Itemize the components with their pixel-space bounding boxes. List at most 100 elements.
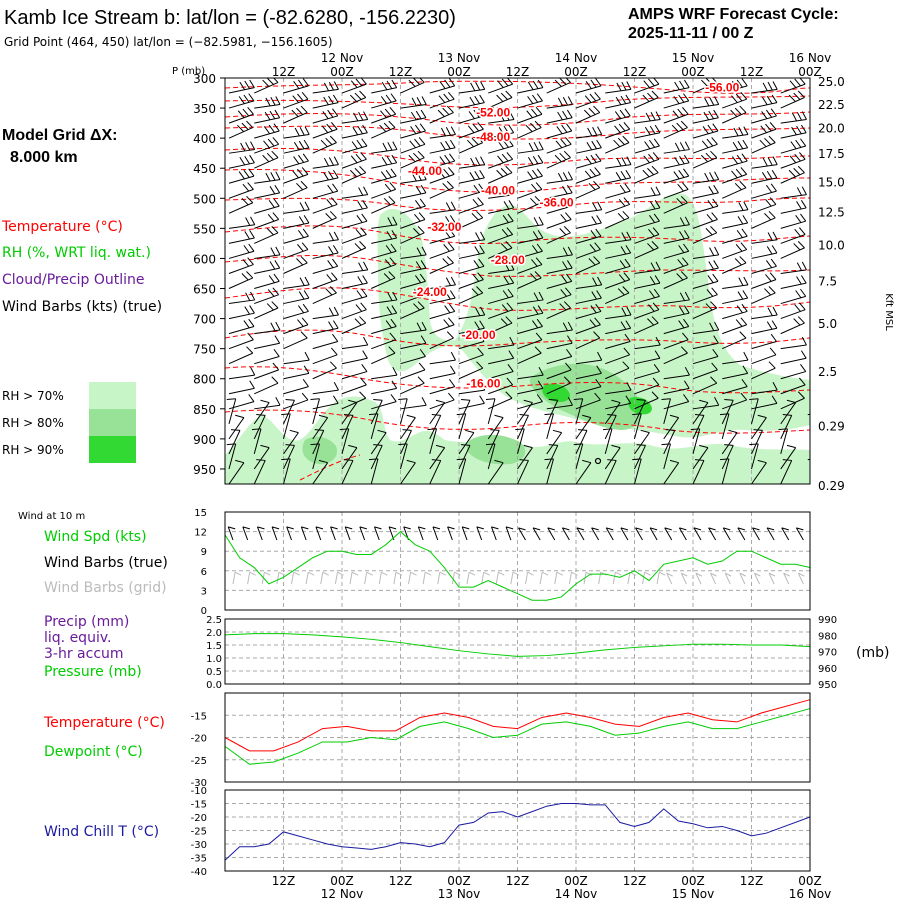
wind-barb — [488, 336, 515, 350]
wind-barb-true — [635, 527, 643, 541]
wind-barb — [371, 394, 397, 410]
wind-barb — [400, 414, 416, 440]
pressure-tick-label: 800 — [193, 373, 216, 387]
temperature-contour-label: -28.00 — [491, 253, 525, 267]
wind-barb — [458, 231, 486, 244]
pressure-tick-label: 700 — [193, 313, 216, 327]
wind-barb — [751, 197, 777, 214]
wind-barb — [283, 392, 309, 410]
wind-barb — [488, 227, 514, 244]
wind-barb — [400, 171, 427, 184]
wind-barb — [228, 79, 255, 94]
wind-barb — [692, 150, 718, 169]
wind-barb — [341, 213, 368, 229]
wind-barb — [605, 135, 630, 154]
wind-barb — [341, 444, 358, 470]
wind-barb — [254, 184, 281, 199]
top-date-label: 12 Nov — [321, 51, 364, 65]
wind-barb — [228, 216, 256, 229]
wind-barb — [283, 78, 309, 94]
wind-barb — [281, 413, 291, 440]
wind-barb — [400, 246, 427, 259]
rh70-region — [225, 396, 810, 484]
wind-barb — [605, 245, 632, 259]
height-tick-label: 15.0 — [818, 175, 845, 189]
wind-barb — [604, 399, 621, 425]
wind-barb — [663, 141, 690, 154]
wind-barb — [371, 168, 397, 184]
wind-barb-grid — [568, 571, 578, 585]
wind-barb — [228, 394, 255, 410]
wind-barb — [458, 444, 471, 470]
wind-barb — [780, 213, 807, 229]
wind-barb — [692, 171, 720, 184]
wind-barb — [427, 428, 437, 455]
wind-barb — [371, 154, 398, 169]
wind-barb — [400, 459, 416, 484]
wind-ytick-label: 12 — [194, 528, 207, 539]
wind-chill-panel-frame — [224, 789, 811, 872]
wind-barb — [253, 444, 270, 470]
wind-ytick-label: 9 — [201, 547, 207, 558]
wind-barb — [634, 90, 659, 109]
wind-barb — [515, 428, 525, 455]
wind-barb — [751, 156, 778, 169]
wind-barb — [722, 276, 749, 290]
wind-barb — [458, 169, 485, 184]
wind-barb — [371, 120, 396, 139]
wind-barbs-grid-label: Wind Barbs (grid) — [44, 580, 167, 596]
wind-barb — [254, 123, 280, 139]
wind-barb — [722, 78, 748, 94]
wind-barb — [605, 122, 631, 139]
bottom-date-label: 14 Nov — [555, 887, 598, 900]
wind-barb-true — [461, 526, 470, 541]
wind-barb — [341, 336, 369, 350]
wind-barb — [254, 287, 280, 305]
wind-barb — [371, 79, 398, 94]
wind-barb — [429, 317, 455, 335]
bottom-date-label: 15 Nov — [672, 887, 715, 900]
wind-barb — [283, 228, 309, 244]
bottom-date-label: 12 Nov — [321, 887, 364, 900]
top-time-tick-label: 00Z — [447, 65, 471, 79]
wind-barb — [312, 414, 329, 440]
wind-barb-grid — [349, 571, 359, 585]
wind-barb — [429, 256, 454, 274]
wind-barb — [312, 245, 339, 259]
rh90-label: RH > 90% — [2, 443, 64, 457]
wind-barb — [517, 154, 544, 169]
wind-barb — [722, 303, 748, 320]
wind-barb — [751, 429, 763, 455]
wind-barb-grid — [666, 572, 673, 585]
pressure-tick-label: 550 — [193, 222, 216, 236]
model-grid-label: Model Grid ΔX: — [2, 127, 118, 144]
wind-barb — [312, 306, 339, 320]
wind-barb — [485, 443, 496, 470]
wind-barb-true — [561, 527, 570, 541]
wind-barb — [809, 393, 810, 394]
wind-barb — [692, 444, 709, 470]
precip-ytick-label: 2.0 — [206, 628, 222, 639]
rh-swatch-legend: RH > 70% RH > 80% RH > 90% — [2, 382, 136, 463]
wind-barb-grid — [232, 571, 242, 585]
wind-barb — [400, 198, 426, 214]
wind-barb — [398, 398, 408, 424]
wind-barb — [341, 350, 368, 365]
wind-barb — [605, 231, 632, 244]
wind-barb — [341, 90, 367, 109]
wind-barb-true — [476, 526, 484, 541]
wind-barb — [310, 443, 320, 470]
wind-barb — [546, 109, 573, 124]
wind-barb — [488, 90, 513, 109]
cross-section-frame — [224, 77, 811, 485]
wind-barb — [458, 183, 485, 199]
wind-barb-true — [678, 527, 687, 541]
wind-barb — [546, 444, 559, 470]
wind-barb — [634, 152, 660, 169]
wind-barb — [780, 288, 807, 305]
wind-barb — [371, 93, 397, 109]
wind-barb — [429, 153, 456, 169]
wind-barb — [809, 348, 810, 349]
wind-barb — [487, 459, 504, 484]
wind-barb — [371, 366, 398, 380]
